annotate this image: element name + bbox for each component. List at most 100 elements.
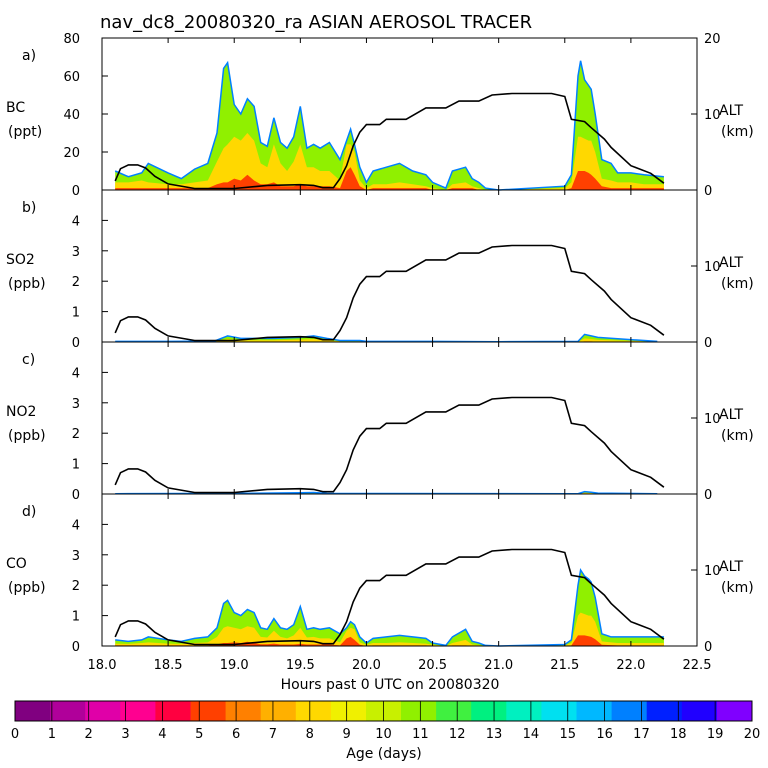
- colorbar-tick-label: 2: [85, 727, 93, 742]
- right-tick-label: 0: [704, 640, 712, 655]
- right-tick-label: 10: [704, 564, 721, 579]
- colorbar-cell: [260, 701, 297, 721]
- x-axis: 18.0 18.5 19.0 19.5 20.0 20.5 21.0 21.5 22.0 22.5: [88, 658, 712, 673]
- altitude-axis-unit: (km): [721, 276, 754, 292]
- right-tick-label: 10: [704, 412, 721, 427]
- y-tick-label: 2: [72, 579, 80, 594]
- species-label: CO: [6, 556, 27, 572]
- y-tick-label: 1: [72, 306, 80, 321]
- y-tick-label: 4: [72, 214, 80, 229]
- colorbar-tick-label: 5: [195, 727, 203, 742]
- panel-frame: [101, 341, 698, 495]
- colorbar-tick-label: 9: [343, 727, 351, 742]
- y-tick-label: 40: [63, 108, 80, 123]
- colorbar-tick-label: 8: [306, 727, 314, 742]
- species-label: NO2: [6, 404, 36, 420]
- altitude-axis-label: ALT: [719, 407, 743, 423]
- right-tick-label: 20: [704, 32, 721, 47]
- tracer-area-mid: [115, 133, 664, 190]
- colorbar-cell: [295, 701, 332, 721]
- colorbar-tick-label: 1: [48, 727, 56, 742]
- panel-letter: a): [22, 48, 36, 64]
- x-tick-label: 20.0: [352, 658, 381, 673]
- y-tick-label: 80: [63, 32, 80, 47]
- colorbar-tick-label: 6: [232, 727, 240, 742]
- colorbar-tick-label: 4: [158, 727, 166, 742]
- tracer-area-mid: [115, 612, 664, 646]
- chart-title: nav_dc8_20080320_ra ASIAN AEROSOL TRACER: [100, 12, 532, 33]
- altitude-line: [114, 92, 665, 190]
- right-tick-label: 0: [704, 184, 712, 199]
- y-tick-label: 2: [72, 275, 80, 290]
- y-tick-label: 4: [72, 366, 80, 381]
- colorbar-tick-label: 19: [707, 727, 724, 742]
- y-tick-label: 1: [72, 610, 80, 625]
- species-unit: (ppb): [8, 580, 46, 596]
- panel-co: 0 1 2 3 4 0 10 d) CO (ppb) ALT (km): [6, 493, 754, 655]
- colorbar-cell: [401, 701, 437, 721]
- right-tick-label: 0: [704, 336, 712, 351]
- altitude-axis-unit: (km): [721, 124, 754, 140]
- colorbar-cell: [15, 701, 51, 721]
- colorbar-cell: [50, 701, 86, 721]
- altitude-line: [114, 548, 665, 646]
- y-tick-label: 0: [72, 336, 80, 351]
- tracer-area-aged: [115, 334, 658, 342]
- colorbar-cell: [646, 701, 683, 721]
- panels-group: 02040608001020a)BC(ppt)ALT(km)01234010b)…: [6, 32, 754, 655]
- x-tick-label: 19.0: [220, 658, 249, 673]
- x-axis-label: Hours past 0 UTC on 20080320: [281, 677, 500, 693]
- panel-frame: [101, 189, 698, 343]
- altitude-axis-label: ALT: [719, 559, 743, 575]
- colorbar-label: Age (days): [346, 746, 422, 762]
- tracer-top-edge: [115, 567, 664, 647]
- colorbar-tick-label: 16: [596, 727, 613, 742]
- x-tick-label: 21.0: [484, 658, 513, 673]
- tracer-area-mid: [115, 338, 658, 342]
- right-tick-label: 10: [704, 260, 721, 275]
- x-tick-label: 20.5: [418, 658, 447, 673]
- colorbar-cell: [120, 701, 156, 721]
- colorbar-tick-label: 17: [633, 727, 650, 742]
- colorbar-cell: [576, 701, 612, 721]
- panel-no2: 0 1 2 3 4 0 10 c) NO2 (ppb) ALT (km): [6, 341, 754, 503]
- altitude-axis-label: ALT: [719, 103, 743, 119]
- x-tick-label: 22.0: [616, 658, 645, 673]
- species-unit: (ppb): [8, 428, 46, 444]
- colorbar-cell: [541, 701, 577, 721]
- species-unit: (ppb): [8, 276, 46, 292]
- colorbar-cell: [681, 701, 718, 721]
- colorbar-cell: [716, 701, 753, 721]
- altitude-axis-unit: (km): [721, 428, 754, 444]
- panel-letter: b): [22, 200, 36, 216]
- x-tick-label: 18.0: [88, 658, 117, 673]
- y-tick-label: 3: [72, 397, 80, 412]
- colorbar-tick-label: 3: [121, 727, 129, 742]
- colorbar-tick-label: 13: [486, 727, 503, 742]
- colorbar-cell: [190, 701, 226, 721]
- tracer-area-young: [115, 167, 664, 190]
- right-tick-label: 0: [704, 488, 712, 503]
- colorbar-tick-label: 7: [269, 727, 277, 742]
- species-label: SO2: [6, 252, 35, 268]
- colorbar-tick-label: 10: [375, 727, 392, 742]
- species-unit: (ppt): [8, 124, 42, 140]
- colorbar-tick-label: 11: [412, 727, 429, 742]
- y-tick-label: 4: [72, 518, 80, 533]
- colorbar-tick-label: 20: [744, 727, 761, 742]
- panel-letter: c): [22, 352, 35, 368]
- y-tick-label: 0: [72, 488, 80, 503]
- y-tick-label: 60: [63, 70, 80, 85]
- x-tick-label: 21.5: [550, 658, 579, 673]
- colorbar: 0 1 2 3 4 5 6 7 8 9 10 11 12 13 14 15 16 17 18 19 20: [11, 700, 761, 742]
- x-tick-label: 22.5: [683, 658, 712, 673]
- y-tick-label: 0: [72, 640, 80, 655]
- altitude-line: [114, 396, 665, 494]
- x-tick-label: 18.5: [154, 658, 183, 673]
- colorbar-cell: [611, 701, 648, 721]
- y-tick-label: 3: [72, 245, 80, 260]
- colorbar-tick-label: 18: [670, 727, 687, 742]
- y-tick-label: 0: [72, 184, 80, 199]
- y-tick-label: 20: [63, 146, 80, 161]
